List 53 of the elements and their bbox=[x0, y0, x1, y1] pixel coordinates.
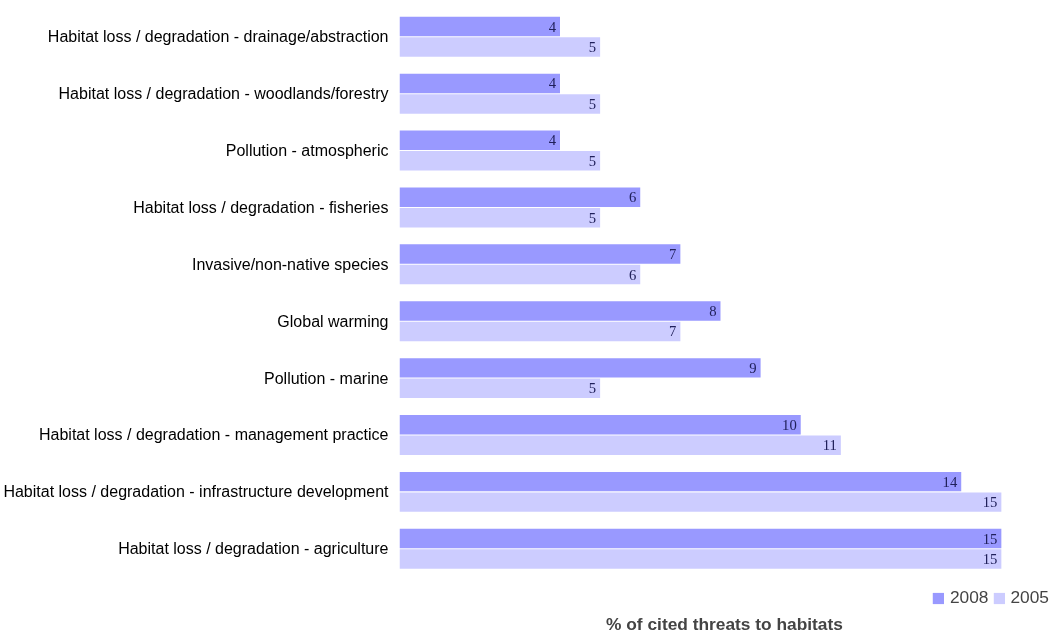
bar bbox=[399, 435, 841, 455]
y-tick-label: Habitat loss / degradation - fisheries bbox=[133, 198, 389, 216]
y-tick-label: Habitat loss / degradation - drainage/abstraction bbox=[47, 28, 389, 46]
bar bbox=[399, 244, 681, 264]
x-axis-title: % of cited threats to habitats bbox=[606, 613, 843, 634]
bar bbox=[399, 528, 1002, 549]
data-label: 8 bbox=[709, 302, 717, 319]
data-label: 5 bbox=[588, 380, 597, 397]
data-label: 5 bbox=[588, 152, 597, 169]
bar bbox=[399, 471, 962, 492]
bar bbox=[399, 492, 1002, 512]
data-label: 5 bbox=[588, 39, 597, 56]
bar bbox=[399, 37, 601, 57]
bar bbox=[399, 358, 761, 378]
bar bbox=[399, 549, 1002, 569]
bar bbox=[399, 264, 641, 285]
data-label: 6 bbox=[628, 189, 637, 206]
data-label: 9 bbox=[749, 359, 757, 376]
data-label: 11 bbox=[822, 437, 837, 454]
data-label: 10 bbox=[782, 416, 797, 433]
data-label: 6 bbox=[628, 266, 637, 283]
data-label: 14 bbox=[942, 473, 958, 490]
bar bbox=[399, 16, 560, 37]
y-tick-label: Habitat loss / degradation - agriculture bbox=[118, 540, 389, 558]
bar bbox=[399, 151, 601, 171]
data-label: 7 bbox=[669, 323, 677, 340]
data-label: 4 bbox=[548, 18, 557, 35]
bar bbox=[399, 415, 801, 435]
y-tick-label: Habitat loss / degradation - woodlands/forestry bbox=[58, 85, 389, 103]
data-label: 15 bbox=[982, 494, 998, 511]
bar bbox=[399, 321, 681, 342]
bar bbox=[399, 187, 641, 207]
data-label: 4 bbox=[548, 75, 557, 92]
data-label: 7 bbox=[669, 246, 677, 263]
bar bbox=[399, 94, 601, 114]
data-label: 15 bbox=[982, 530, 998, 547]
y-tick-label: Habitat loss / degradation - management practice bbox=[38, 426, 389, 444]
bar bbox=[399, 73, 560, 94]
y-tick-label: Habitat loss / degradation - infrastructure development bbox=[3, 483, 390, 501]
y-tick-label: Pollution - atmospheric bbox=[225, 142, 389, 160]
y-tick-label: Invasive/non-native species bbox=[191, 255, 389, 273]
data-label: 4 bbox=[548, 132, 557, 149]
data-label: 15 bbox=[982, 551, 998, 568]
bar bbox=[399, 130, 560, 151]
data-label: 5 bbox=[588, 95, 597, 112]
bar bbox=[399, 378, 601, 399]
bar bbox=[399, 207, 601, 228]
bar bbox=[399, 301, 721, 321]
legend-label: 2005 bbox=[1010, 587, 1049, 608]
data-label: 5 bbox=[588, 209, 597, 226]
y-tick-label: Global warming bbox=[277, 312, 389, 330]
legend-label: 2008 bbox=[949, 587, 989, 608]
y-tick-label: Pollution - marine bbox=[264, 369, 389, 387]
